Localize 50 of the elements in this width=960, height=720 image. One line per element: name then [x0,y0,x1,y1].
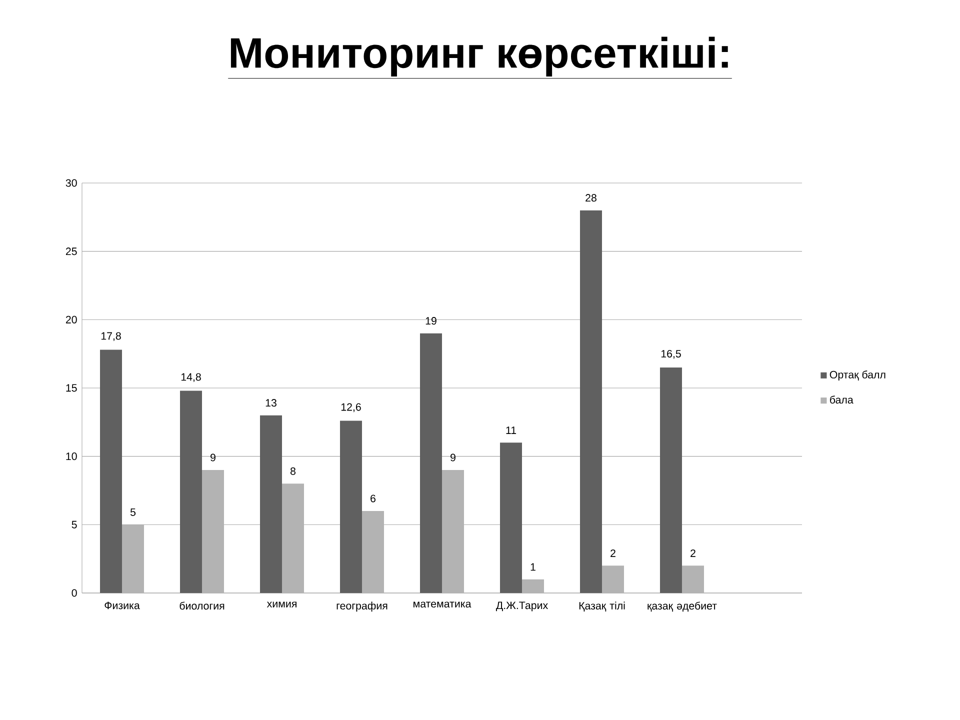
x-tick-label: география [336,602,388,612]
data-label: 5 [130,508,136,516]
bar [362,510,384,593]
legend-label: бала [830,396,854,404]
x-tick-label: химия [266,602,296,608]
bar [180,390,202,593]
bar [122,524,144,593]
y-tick-label: 15 [66,384,77,392]
data-label: 8 [290,467,296,475]
bar [100,350,122,593]
y-tick-label: 0 [72,589,77,597]
y-tick-label: 20 [66,316,77,324]
bar [260,415,282,593]
x-tick-label: Қазақ тілі [579,602,625,612]
bar [580,210,602,593]
data-label: 16,5 [661,350,681,359]
data-label: 9 [210,454,216,462]
legend-label: Ортақ балл [830,370,886,381]
data-label: 11 [506,426,516,434]
bar [420,333,442,593]
data-label: 2 [690,549,696,557]
chart-title: Мониторинг көрсеткіші: [230,36,728,77]
x-tick-label: Физика [104,602,140,610]
y-tick-label: 30 [66,179,77,187]
y-tick-label: 10 [66,452,77,460]
bar [500,442,522,593]
data-label: 13 [266,399,276,407]
x-tick-label: қазақ әдебиет [648,602,717,612]
data-label: 9 [450,454,456,462]
x-tick-label: математика [414,602,472,608]
data-label: 12,6 [341,403,361,412]
data-label: 14,8 [181,373,201,382]
bar [442,470,464,593]
bar [522,579,544,593]
bar [340,420,362,593]
data-label: 28 [586,194,596,202]
x-tick-label: Д.Ж.Тарих [496,602,548,612]
data-label: 6 [370,494,376,502]
data-label: 19 [426,317,436,325]
data-label: 17,8 [101,332,121,342]
x-tick-label: биология [180,602,224,610]
y-tick-label: 25 [66,248,77,256]
data-label: 1 [530,563,536,571]
bar [602,566,624,593]
y-tick-label: 5 [72,520,77,528]
bar [202,470,224,593]
bar [282,484,304,593]
data-label: 2 [610,549,616,557]
bar [660,367,682,593]
bar [682,566,704,593]
